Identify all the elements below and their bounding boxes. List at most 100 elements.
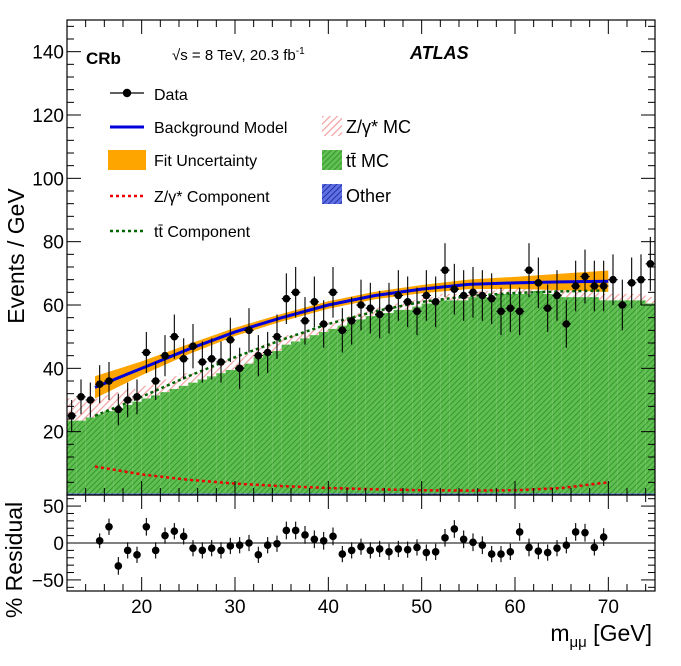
data-point xyxy=(263,331,273,374)
residual-marker xyxy=(282,526,291,535)
residual-marker xyxy=(161,531,169,540)
residual-marker xyxy=(562,541,571,550)
data-marker xyxy=(217,358,225,366)
mc-other-bar xyxy=(524,493,534,495)
mc-z-bar xyxy=(309,328,319,336)
mc-other-bar xyxy=(179,493,189,495)
residual-marker xyxy=(553,544,561,552)
mc-other-bar xyxy=(169,493,179,495)
data-marker xyxy=(86,396,95,404)
data-marker xyxy=(161,351,169,360)
data-marker xyxy=(515,307,524,316)
data-marker xyxy=(366,304,375,312)
mc-tt-bar xyxy=(477,297,487,494)
residual-point xyxy=(142,517,151,536)
residual-marker xyxy=(375,545,384,553)
mc-tt-bar xyxy=(300,338,310,494)
residual-point xyxy=(581,523,589,542)
legend-tt-mc: tt̄ MC xyxy=(322,150,389,171)
main-y-ticks: 20 40 60 80 100 120 140 xyxy=(32,25,655,483)
data-marker xyxy=(151,377,160,385)
mc-tt-bar xyxy=(281,344,291,494)
data-point xyxy=(496,287,506,336)
mc-tt-bar xyxy=(412,306,422,494)
residual-point xyxy=(114,557,123,575)
data-marker xyxy=(431,298,440,306)
mc-other-bar xyxy=(337,493,347,495)
data-marker xyxy=(646,260,655,268)
residual-marker xyxy=(347,546,356,555)
data-marker xyxy=(319,320,328,328)
residual-point xyxy=(506,543,515,560)
residual-point xyxy=(329,527,337,546)
mc-tt-bar xyxy=(85,417,95,494)
mc-tt-bar xyxy=(515,293,525,494)
data-marker xyxy=(534,279,543,287)
data-marker xyxy=(189,342,197,350)
data-point xyxy=(188,324,198,369)
mc-tt-bar xyxy=(132,401,142,494)
residual-marker xyxy=(226,542,235,550)
residual-marker xyxy=(217,546,225,555)
mc-tt-bar xyxy=(459,300,469,494)
data-point xyxy=(403,276,413,328)
legend-other: Other xyxy=(322,184,391,206)
data-marker xyxy=(310,298,319,306)
mc-other-bar xyxy=(599,493,609,495)
residual-point xyxy=(263,537,272,554)
mc-tt-bar xyxy=(384,312,394,494)
data-point xyxy=(412,287,422,336)
mc-tt-bar xyxy=(543,293,553,494)
mc-other-bar xyxy=(627,493,637,495)
mc-z-bar xyxy=(561,290,571,298)
data-point xyxy=(552,270,562,321)
mc-tt-bar xyxy=(291,341,301,494)
legend-tt-mc-swatch xyxy=(322,150,342,170)
mc-other-bar xyxy=(589,493,599,495)
residual-marker xyxy=(114,562,123,570)
data-marker xyxy=(590,282,599,290)
data-point xyxy=(645,236,655,291)
mc-tt-bar xyxy=(449,300,459,494)
data-marker xyxy=(553,291,561,300)
mc-other-bar xyxy=(561,493,571,495)
residual-point xyxy=(217,542,225,559)
mc-other-bar xyxy=(552,493,562,495)
x-tick-label: 30 xyxy=(224,597,245,618)
x-ticks: 20 30 40 50 60 70 xyxy=(85,495,647,618)
data-point xyxy=(543,284,553,332)
mc-other-bar xyxy=(449,493,459,495)
residual-point xyxy=(105,518,113,535)
residual-marker xyxy=(198,546,207,555)
mc-other-bar xyxy=(272,493,282,495)
residual-point xyxy=(161,527,169,544)
mc-other-bar xyxy=(281,493,291,495)
mc-z-bar xyxy=(225,360,235,370)
mc-tt-bar xyxy=(76,420,86,494)
data-point xyxy=(365,282,375,334)
mc-other-bar xyxy=(225,493,235,495)
main-y-tick-label: 120 xyxy=(32,106,64,127)
residual-marker xyxy=(273,539,281,548)
residual-point xyxy=(543,544,552,561)
mc-other-bar xyxy=(515,493,525,495)
data-marker xyxy=(347,317,356,325)
mc-z-bar xyxy=(141,385,151,399)
mc-other-bar xyxy=(477,493,487,495)
residual-marker xyxy=(487,550,496,558)
residual-marker xyxy=(245,539,253,547)
mc-other-bar xyxy=(76,493,86,495)
mc-tt-bar xyxy=(533,290,543,494)
residual-marker xyxy=(431,548,440,556)
data-marker xyxy=(273,332,281,341)
legend-fit-uncertainty-swatch xyxy=(108,150,146,170)
data-point xyxy=(132,379,142,415)
data-marker xyxy=(441,266,449,274)
data-point xyxy=(515,287,525,336)
data-marker xyxy=(543,304,552,312)
mc-other-bar xyxy=(197,493,207,495)
mc-tt-bar xyxy=(617,300,627,494)
mc-other-bar xyxy=(132,493,142,495)
data-point xyxy=(617,279,627,331)
